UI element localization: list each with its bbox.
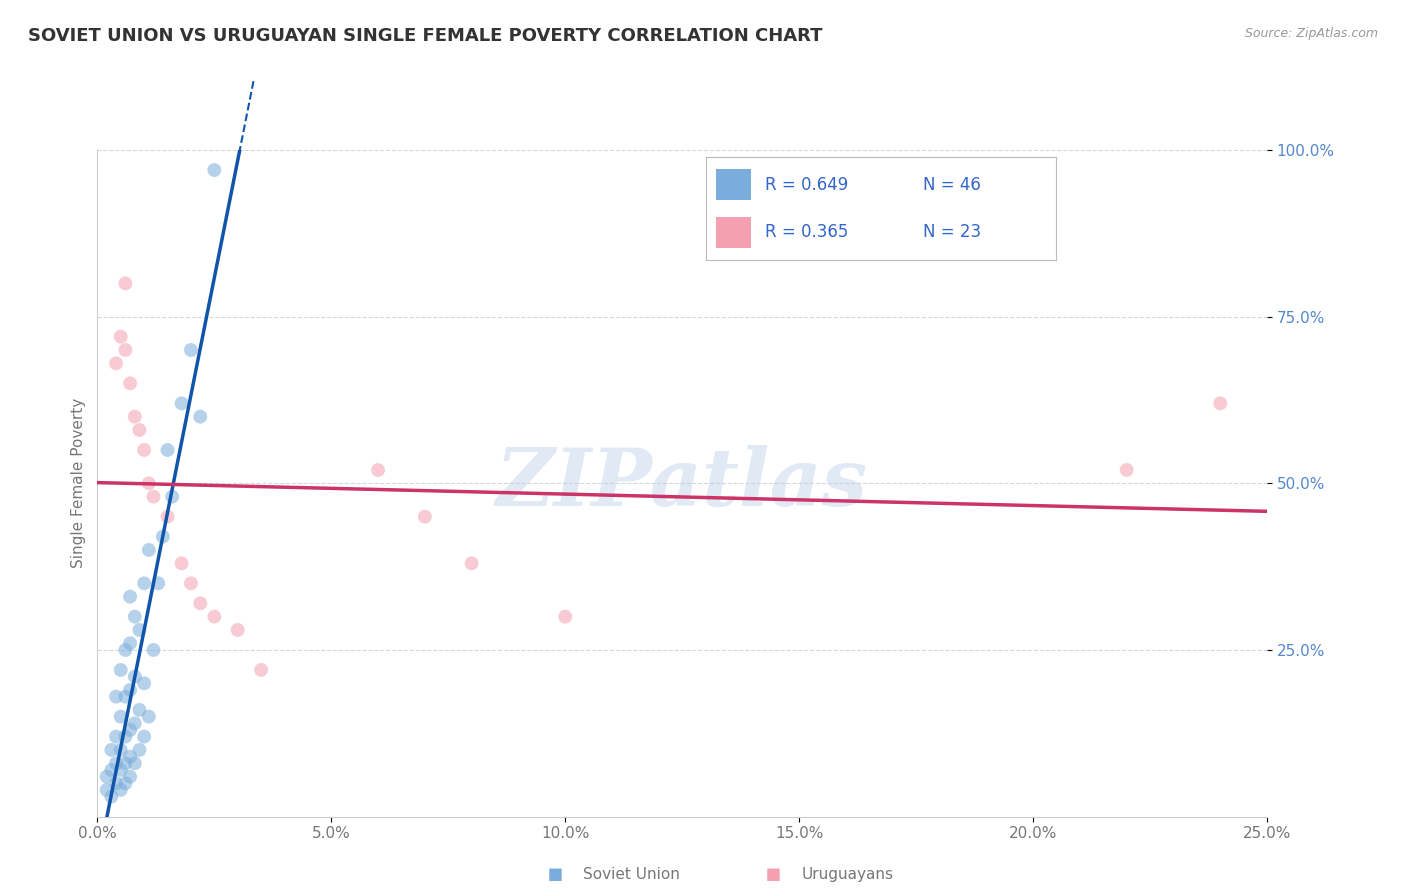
Point — [114, 776, 136, 790]
Text: Uruguayans: Uruguayans — [801, 867, 893, 881]
Point — [128, 623, 150, 637]
Point — [114, 343, 136, 357]
Point — [110, 663, 132, 677]
Point — [138, 543, 160, 558]
Point — [170, 396, 193, 410]
Point — [105, 756, 128, 771]
Point — [110, 783, 132, 797]
Point — [188, 409, 211, 424]
Point — [156, 442, 179, 457]
Point — [413, 509, 436, 524]
Point — [105, 776, 128, 790]
Point — [367, 463, 389, 477]
Point — [128, 423, 150, 437]
Point — [114, 690, 136, 704]
Point — [1115, 463, 1137, 477]
Point — [134, 442, 156, 457]
Point — [96, 770, 118, 784]
Point — [180, 576, 202, 591]
Point — [120, 682, 142, 697]
Point — [156, 509, 179, 524]
Point — [105, 690, 128, 704]
Point — [460, 557, 482, 571]
Point — [142, 643, 165, 657]
Point — [120, 749, 142, 764]
Point — [114, 756, 136, 771]
Point — [152, 530, 174, 544]
Point — [100, 743, 122, 757]
Text: Source: ZipAtlas.com: Source: ZipAtlas.com — [1244, 27, 1378, 40]
Point — [110, 763, 132, 777]
Point — [128, 703, 150, 717]
Point — [1209, 396, 1232, 410]
Point — [124, 756, 146, 771]
Point — [120, 590, 142, 604]
Point — [124, 609, 146, 624]
Point — [114, 277, 136, 291]
Point — [554, 609, 576, 624]
Point — [142, 490, 165, 504]
Point — [96, 783, 118, 797]
Text: Soviet Union: Soviet Union — [583, 867, 681, 881]
Point — [105, 730, 128, 744]
Point — [114, 643, 136, 657]
Point — [124, 409, 146, 424]
Point — [188, 596, 211, 610]
Point — [124, 716, 146, 731]
Point — [110, 743, 132, 757]
Point — [120, 636, 142, 650]
Point — [146, 576, 169, 591]
Text: SOVIET UNION VS URUGUAYAN SINGLE FEMALE POVERTY CORRELATION CHART: SOVIET UNION VS URUGUAYAN SINGLE FEMALE … — [28, 27, 823, 45]
Point — [120, 723, 142, 737]
Point — [170, 557, 193, 571]
Text: ▪: ▪ — [765, 863, 782, 886]
Point — [110, 709, 132, 723]
Point — [202, 163, 225, 178]
Point — [100, 763, 122, 777]
Point — [138, 476, 160, 491]
Point — [114, 730, 136, 744]
Point — [105, 356, 128, 370]
Point — [100, 789, 122, 804]
Point — [120, 376, 142, 391]
Text: ▪: ▪ — [547, 863, 564, 886]
Point — [128, 743, 150, 757]
Point — [134, 676, 156, 690]
Point — [124, 670, 146, 684]
Point — [138, 709, 160, 723]
Point — [110, 329, 132, 343]
Y-axis label: Single Female Poverty: Single Female Poverty — [72, 398, 86, 568]
Point — [226, 623, 249, 637]
Point — [120, 770, 142, 784]
Point — [160, 490, 183, 504]
Text: ZIPatlas: ZIPatlas — [496, 444, 869, 522]
Point — [180, 343, 202, 357]
Point — [134, 576, 156, 591]
Point — [250, 663, 273, 677]
Point — [134, 730, 156, 744]
Point — [202, 609, 225, 624]
